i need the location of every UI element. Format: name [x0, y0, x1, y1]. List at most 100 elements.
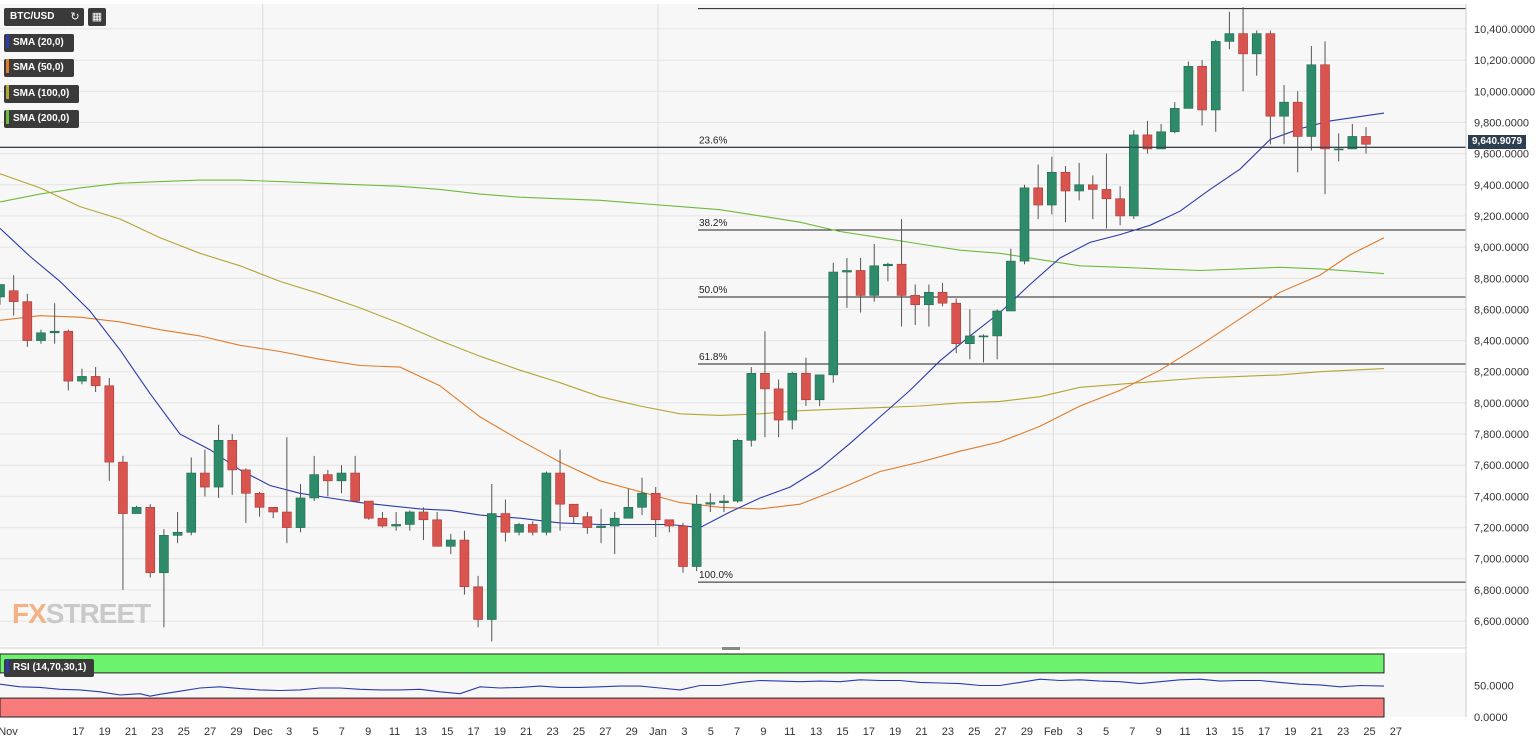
y-tick-label: 6,600.0000: [1474, 616, 1529, 628]
x-tick-label: 9: [365, 726, 371, 738]
candle-body: [1169, 108, 1180, 133]
x-tick-label: 23: [1337, 726, 1349, 738]
x-tick-label: 13: [810, 726, 822, 738]
y-tick-label: 8,800.0000: [1474, 273, 1529, 285]
calendar-icon[interactable]: ▦: [88, 8, 106, 26]
candle-body: [555, 472, 565, 505]
candle-body: [432, 519, 442, 547]
candle-body: [486, 513, 497, 620]
candle-body: [773, 388, 784, 421]
candle-body: [664, 519, 675, 527]
y-tick-label: 7,600.0000: [1474, 460, 1529, 472]
candle-body: [49, 330, 60, 334]
candle-body: [445, 539, 456, 547]
y-tick-label: 9,800.0000: [1474, 117, 1529, 129]
candle-body: [951, 302, 962, 344]
fib-label: 61.8%: [699, 352, 727, 363]
x-tick-label: 3: [681, 726, 687, 738]
x-tick-label: 11: [1179, 726, 1190, 738]
candle-body: [8, 290, 19, 302]
candle-body: [965, 335, 975, 344]
x-tick-label: 27: [599, 726, 611, 738]
rsi-overbought-band: [0, 653, 1385, 674]
candle-body: [869, 265, 880, 296]
candle-body: [609, 517, 620, 527]
y-tick-label: 9,200.0000: [1474, 211, 1529, 223]
candle-body: [719, 500, 729, 503]
x-tick-label: 17: [467, 726, 479, 738]
legend-label: SMA (100,0): [13, 88, 70, 99]
candle-body: [1279, 101, 1289, 117]
x-tick-label: 25: [1363, 726, 1375, 738]
candle-body: [1224, 33, 1235, 42]
fib-label: 23.6%: [699, 135, 727, 146]
x-tick-label: 25: [573, 726, 585, 738]
candle-body: [924, 291, 934, 306]
candle-body: [1306, 64, 1317, 137]
candle-body: [418, 511, 429, 521]
candle-body: [746, 373, 757, 441]
candle-body: [145, 507, 156, 574]
rsi-oversold-band: [0, 697, 1385, 718]
candle-body: [650, 492, 661, 521]
candle-body: [241, 469, 251, 494]
candle-body: [254, 492, 265, 508]
candle-body: [527, 524, 538, 533]
candle-body: [63, 330, 74, 382]
x-tick-label: 9: [1156, 726, 1162, 738]
y-tick-label: 8,400.0000: [1474, 336, 1529, 348]
candle-body: [1006, 260, 1016, 312]
legend-swatch: [6, 110, 9, 125]
y-tick-label: 10,400.0000: [1474, 24, 1535, 36]
candle-body: [377, 517, 388, 527]
candle-body: [814, 374, 825, 401]
candle-body: [541, 472, 552, 533]
candle-body: [282, 511, 292, 528]
x-tick-label: 17: [1258, 726, 1270, 738]
rsi-label-text: RSI (14,70,30,1): [13, 662, 87, 673]
current-price-tag: 9,640.9079: [1468, 135, 1527, 149]
fxstreet-watermark: FXSTREET: [12, 598, 151, 629]
candle-body: [1361, 136, 1371, 145]
candle-body: [1347, 136, 1358, 150]
candle-body: [705, 502, 716, 505]
candle-body: [500, 513, 511, 533]
candle-body: [172, 531, 183, 536]
candle-body: [364, 500, 374, 519]
y-tick-label: 8,200.0000: [1474, 367, 1529, 379]
candle-body: [118, 461, 128, 514]
legend-sma-20[interactable]: SMA (20,0): [4, 34, 74, 52]
candle-body: [691, 503, 702, 567]
candle-body: [90, 376, 101, 387]
x-tick-label: 27: [204, 726, 216, 738]
candle-body: [22, 301, 33, 341]
rsi-line: [0, 678, 1385, 697]
legend-sma-50[interactable]: SMA (50,0): [4, 59, 74, 77]
fib-label: 100.0%: [699, 570, 733, 581]
refresh-icon[interactable]: ↻: [66, 8, 84, 26]
x-tick-label: 13: [415, 726, 427, 738]
rsi-label[interactable]: RSI (14,70,30,1): [4, 659, 94, 677]
x-tick-label: 23: [547, 726, 559, 738]
y-tick-label: 8,000.0000: [1474, 398, 1529, 410]
legend-sma-100[interactable]: SMA (100,0): [4, 85, 79, 103]
x-tick-label: 29: [626, 726, 638, 738]
candle-body: [1251, 33, 1262, 55]
legend-label: SMA (50,0): [13, 62, 64, 73]
candle-body: [937, 291, 948, 304]
candle-body: [404, 511, 415, 525]
candle-body: [350, 472, 360, 502]
candle-body: [855, 270, 866, 296]
x-tick-label: 27: [994, 726, 1006, 738]
candle-body: [992, 310, 1002, 337]
x-tick-label: 19: [494, 726, 506, 738]
candle-body: [1333, 148, 1344, 151]
x-tick-label: 17: [863, 726, 875, 738]
symbol-label[interactable]: BTC/USD: [4, 8, 68, 26]
y-tick-label: 7,200.0000: [1474, 523, 1529, 535]
legend-sma-200[interactable]: SMA (200,0): [4, 110, 79, 128]
candle-body: [1115, 198, 1125, 217]
y-tick-label: 9,600.0000: [1474, 149, 1529, 161]
